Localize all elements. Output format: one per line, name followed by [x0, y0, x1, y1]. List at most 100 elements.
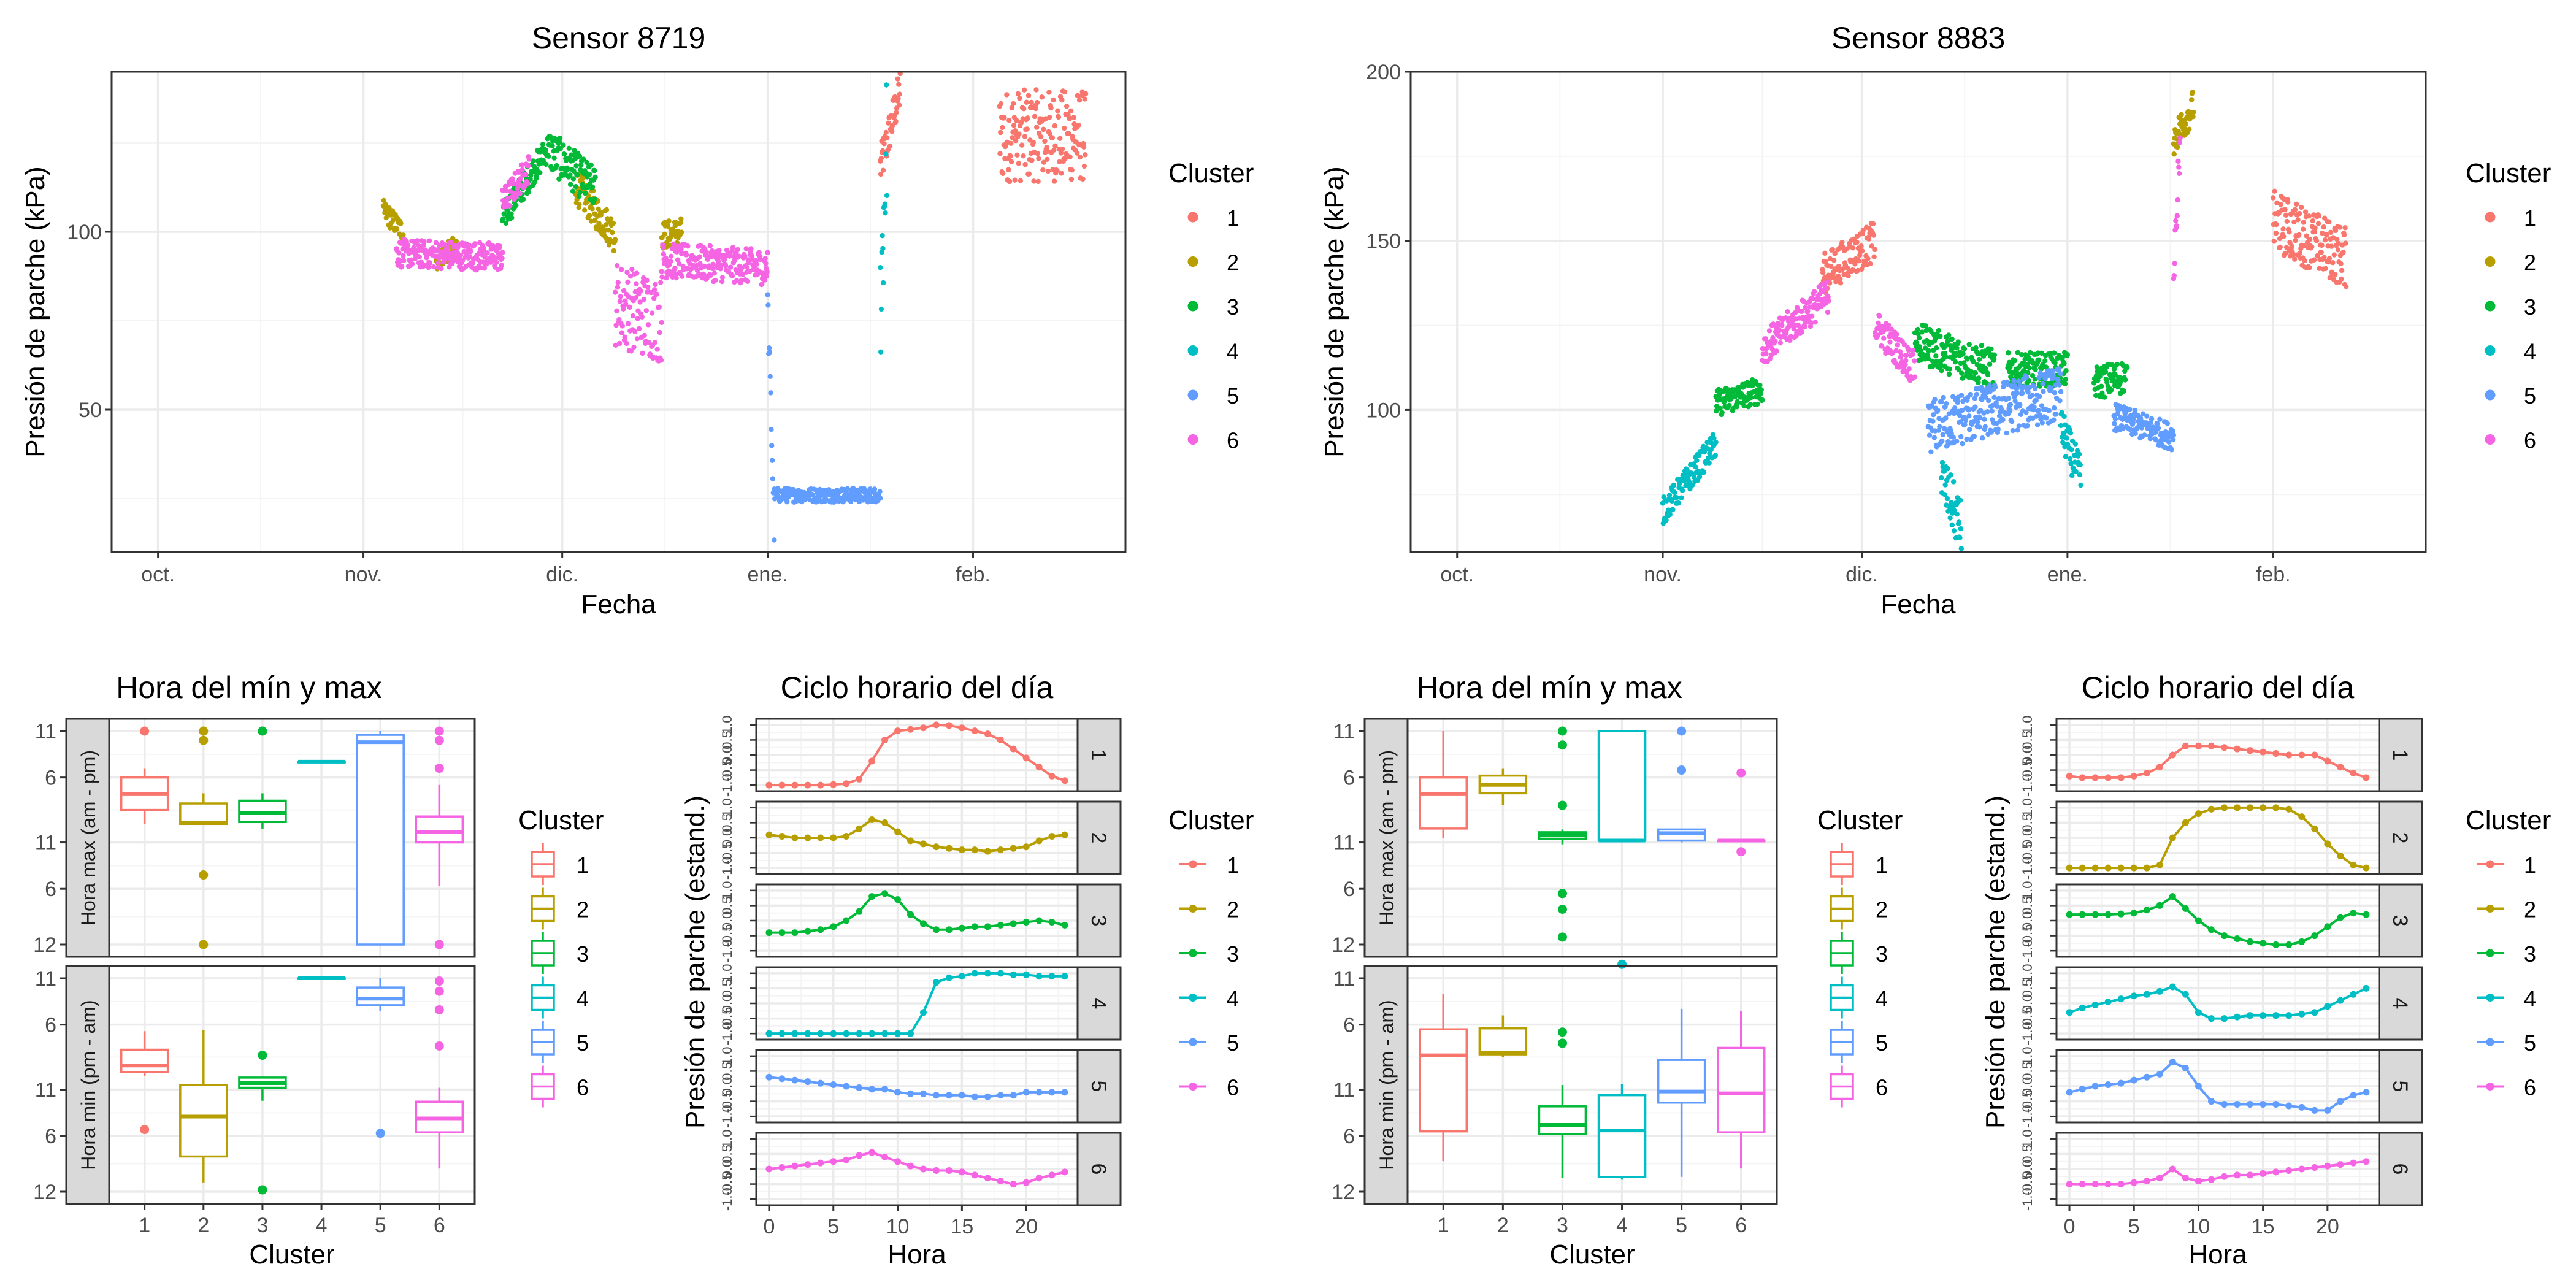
- outlier-point: [434, 986, 444, 996]
- series-point-4: [1048, 973, 1056, 980]
- data-point-cluster-1: [1845, 266, 1850, 271]
- data-point-cluster-2: [580, 175, 586, 181]
- data-point-cluster-5: [1971, 434, 1977, 439]
- data-point-cluster-3: [2121, 388, 2126, 394]
- y-tick-label: -0.5: [719, 841, 735, 865]
- data-point-cluster-1: [1828, 264, 1834, 269]
- series-point-4: [868, 1030, 876, 1037]
- data-point-cluster-2: [2175, 144, 2180, 150]
- series-point-6: [2182, 1175, 2189, 1182]
- series-point-3: [2350, 910, 2357, 917]
- data-point-cluster-1: [1836, 263, 1842, 269]
- legend-label-1: 1: [2524, 853, 2536, 878]
- data-point-cluster-1: [2273, 231, 2279, 236]
- series-point-5: [2195, 1083, 2202, 1090]
- y-tick-label: 6: [1343, 878, 1355, 901]
- data-point-cluster-3: [1758, 387, 1764, 393]
- data-point-cluster-1: [2291, 251, 2296, 258]
- series-point-1: [2207, 742, 2215, 749]
- series-point-6: [932, 1167, 940, 1174]
- x-tick-label: 3: [256, 1214, 268, 1237]
- data-point-cluster-5: [2133, 431, 2138, 437]
- data-point-cluster-6: [719, 275, 726, 280]
- data-point-cluster-2: [577, 202, 582, 207]
- data-point-cluster-1: [1047, 114, 1052, 120]
- data-point-cluster-1: [1854, 239, 1860, 245]
- data-point-cluster-6: [1823, 286, 1829, 291]
- data-point-cluster-4: [1958, 526, 1964, 532]
- data-point-cluster-6: [708, 272, 713, 278]
- data-point-cluster-5: [2049, 386, 2054, 391]
- legend-label-1: 1: [577, 853, 589, 878]
- series-point-2: [2143, 864, 2150, 872]
- data-point-cluster-6: [1805, 309, 1811, 314]
- data-point-cluster-6: [697, 254, 702, 259]
- y-tick-label: 11: [1333, 720, 1355, 743]
- data-point-cluster-1: [2278, 202, 2283, 207]
- legend-label-6: 6: [1876, 1075, 1888, 1100]
- y-tick-label: 0.5: [719, 730, 735, 749]
- box-cluster-5: [356, 986, 405, 1006]
- series-point-5: [2272, 1101, 2280, 1108]
- data-point-cluster-3: [577, 190, 583, 195]
- data-point-cluster-6: [632, 329, 638, 334]
- data-point-cluster-6: [659, 269, 664, 274]
- series-point-2: [997, 846, 1004, 854]
- data-point-cluster-6: [683, 252, 689, 258]
- series-point-3: [2182, 905, 2189, 912]
- series-point-3: [2169, 893, 2176, 900]
- data-point-cluster-3: [1926, 348, 1931, 354]
- data-point-cluster-6: [743, 246, 749, 251]
- series-point-5: [997, 1092, 1004, 1099]
- data-point-cluster-3: [2051, 350, 2057, 356]
- series-point-1: [2234, 745, 2241, 753]
- data-point-cluster-4: [1687, 486, 1693, 492]
- data-point-cluster-6: [2173, 218, 2179, 224]
- x-tick-label: 5: [827, 1215, 839, 1238]
- data-point-cluster-3: [2125, 365, 2130, 370]
- data-point-cluster-6: [634, 270, 640, 276]
- series-point-4: [881, 1030, 889, 1037]
- data-point-cluster-6: [2172, 261, 2177, 266]
- data-point-cluster-1: [1045, 156, 1050, 162]
- data-point-cluster-4: [1947, 515, 1953, 521]
- data-point-cluster-5: [2040, 381, 2045, 387]
- data-point-cluster-6: [637, 299, 643, 305]
- y-tick-label: -0.5: [2020, 1090, 2035, 1113]
- data-point-cluster-5: [1964, 436, 1969, 442]
- series-point-3: [2337, 914, 2344, 921]
- series-point-3: [1061, 921, 1068, 929]
- series-point-2: [2260, 804, 2267, 811]
- data-point-cluster-6: [719, 278, 725, 285]
- y-tick-label: -1.0: [2020, 939, 2035, 962]
- data-point-cluster-1: [2326, 219, 2332, 224]
- data-point-cluster-5: [2053, 382, 2058, 388]
- data-point-cluster-5: [2030, 393, 2035, 398]
- data-point-cluster-1: [2292, 256, 2298, 262]
- data-point-cluster-5: [2112, 421, 2117, 426]
- data-point-cluster-1: [2285, 199, 2291, 205]
- data-point-cluster-1: [1865, 256, 1871, 261]
- data-point-cluster-3: [1947, 366, 1953, 372]
- data-point-cluster-4: [1948, 500, 1954, 505]
- data-point-cluster-1: [1029, 99, 1034, 105]
- data-point-cluster-3: [589, 184, 596, 190]
- y-tick-label: 1.0: [2020, 881, 2035, 900]
- series-point-1: [971, 727, 978, 735]
- data-point-cluster-6: [1825, 309, 1831, 315]
- data-point-cluster-5: [2001, 384, 2006, 390]
- data-point-cluster-6: [2175, 158, 2181, 164]
- data-point-cluster-3: [592, 196, 598, 202]
- data-point-cluster-6: [638, 288, 643, 294]
- data-point-cluster-2: [612, 237, 618, 242]
- data-point-cluster-4: [2059, 410, 2064, 415]
- series-point-6: [2195, 1178, 2202, 1185]
- legend-title: Cluster: [2466, 158, 2551, 188]
- data-point-cluster-6: [759, 282, 765, 287]
- legend-key-4: [2485, 345, 2496, 356]
- data-point-cluster-6: [745, 264, 750, 270]
- series-point-3: [2143, 907, 2150, 914]
- series-point-6: [2337, 1161, 2344, 1168]
- legend-key-point: [1189, 1038, 1197, 1046]
- x-tick-label: 15: [950, 1215, 973, 1238]
